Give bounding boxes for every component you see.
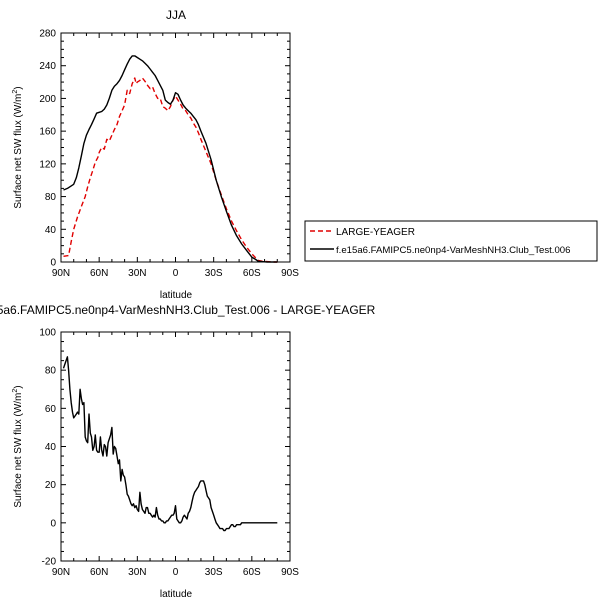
bottom-chart-xtick-label: 0 xyxy=(173,567,179,578)
top-chart-xtick-label: 60S xyxy=(243,268,261,279)
bottom-chart-title: f.e15a6.FAMIPC5.ne0np4-VarMeshNH3.Club_T… xyxy=(0,303,376,317)
bottom-chart-xtick-label: 60N xyxy=(90,567,108,578)
top-chart-xtick-label: 60N xyxy=(90,268,108,279)
bottom-chart-series xyxy=(62,356,278,532)
legend-label-model: f.e15a6.FAMIPC5.ne0np4-VarMeshNH3.Club_T… xyxy=(336,245,570,256)
bottom-chart: f.e15a6.FAMIPC5.ne0np4-VarMeshNH3.Club_T… xyxy=(0,303,376,600)
top-chart-ytick-label: 120 xyxy=(39,159,56,170)
top-chart-ytick-label: 200 xyxy=(39,94,56,105)
bottom-chart-xtick-label: 90N xyxy=(52,567,70,578)
top-chart-ytick-label: 0 xyxy=(50,258,56,269)
bottom-chart-ytick-label: 80 xyxy=(45,366,57,377)
top-chart-ticks: 90N 60N 30N 0 30S 60S 90S 0 40 80 120 160 200 240 280 xyxy=(39,29,299,280)
bottom-chart-ticks: 90N 60N 30N 0 30S 60S 90S -20 0 20 40 60 80 100 xyxy=(39,328,299,579)
bottom-chart-ylabel: Surface net SW flux (W/m2) xyxy=(12,385,24,507)
legend-label-large-yeager: LARGE-YEAGER xyxy=(336,227,415,238)
top-chart-xtick-label: 30S xyxy=(205,268,223,279)
top-chart-frame xyxy=(60,32,291,263)
top-chart-legend: LARGE-YEAGER f.e15a6.FAMIPC5.ne0np4-VarM… xyxy=(304,220,598,262)
bottom-chart-ytick-label: 0 xyxy=(50,518,56,529)
top-chart-xtick-label: 30N xyxy=(128,268,146,279)
top-chart-xtick-label: 90N xyxy=(52,268,70,279)
top-chart-series-0 xyxy=(63,77,278,263)
bottom-chart-xlabel: latitude xyxy=(160,589,193,600)
top-chart: JJA 90N 60N 30N 0 30S 60S 90S 0 40 80 120 160 200 240… xyxy=(12,8,299,301)
top-chart-xtick-label: 90S xyxy=(281,268,299,279)
bottom-chart-ytick-label: 100 xyxy=(39,328,56,339)
top-chart-ytick-label: 40 xyxy=(45,225,57,236)
top-chart-ylabel: Surface net SW flux (W/m2) xyxy=(12,86,24,208)
top-chart-series xyxy=(63,55,278,263)
bottom-chart-xtick-label: 30N xyxy=(128,567,146,578)
top-chart-series-1 xyxy=(63,55,278,263)
bottom-chart-series-0 xyxy=(62,356,278,532)
top-chart-ytick-label: 160 xyxy=(39,127,56,138)
bottom-chart-ytick-label: 40 xyxy=(45,442,57,453)
top-chart-ytick-label: 80 xyxy=(45,192,57,203)
top-chart-ytick-label: 280 xyxy=(39,29,56,40)
top-chart-xlabel: latitude xyxy=(160,290,193,301)
top-chart-title: JJA xyxy=(166,8,186,22)
top-chart-ytick-label: 240 xyxy=(39,61,56,72)
bottom-chart-frame xyxy=(60,331,291,562)
bottom-chart-ytick-label: -20 xyxy=(42,557,57,568)
bottom-chart-xtick-label: 60S xyxy=(243,567,261,578)
top-chart-xtick-label: 0 xyxy=(173,268,179,279)
legend-frame xyxy=(304,220,598,262)
bottom-chart-ytick-label: 20 xyxy=(45,480,57,491)
bottom-chart-ytick-label: 60 xyxy=(45,404,57,415)
bottom-chart-xtick-label: 30S xyxy=(205,567,223,578)
bottom-chart-xtick-label: 90S xyxy=(281,567,299,578)
